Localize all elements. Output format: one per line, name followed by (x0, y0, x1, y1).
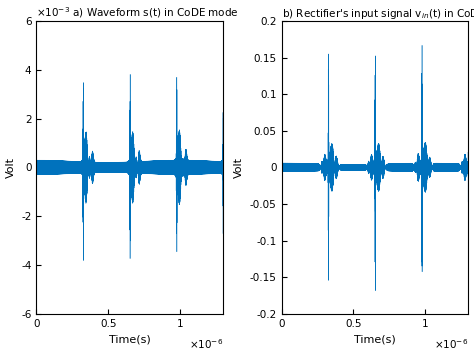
X-axis label: Time(s): Time(s) (354, 334, 396, 344)
Text: $\times10^{-6}$: $\times10^{-6}$ (434, 337, 468, 351)
X-axis label: Time(s): Time(s) (109, 334, 151, 344)
Text: $\times10^{-3}$ a) Waveform s(t) in CoDE mode: $\times10^{-3}$ a) Waveform s(t) in CoDE… (36, 6, 239, 20)
Text: b) Rectifier's input signal v$_{in}$(t) in CoDE mode: b) Rectifier's input signal v$_{in}$(t) … (282, 7, 474, 21)
Text: $\times10^{-6}$: $\times10^{-6}$ (189, 337, 223, 351)
Y-axis label: Volt: Volt (6, 157, 16, 178)
Y-axis label: Volt: Volt (234, 157, 244, 178)
